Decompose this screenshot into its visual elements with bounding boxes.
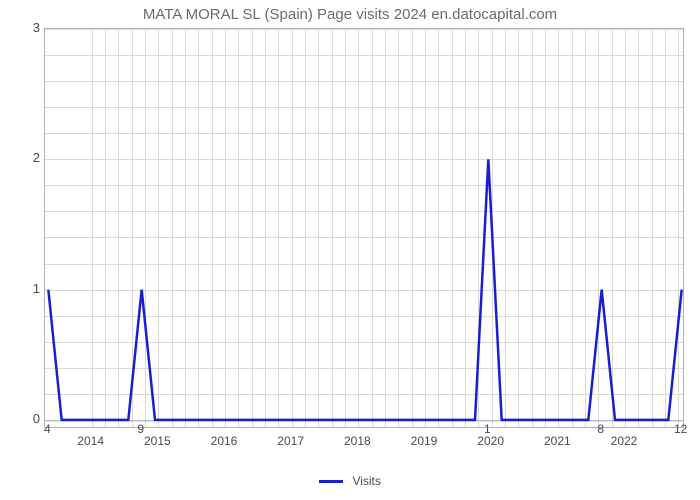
point-label: 1 bbox=[484, 422, 491, 436]
series-line bbox=[45, 29, 685, 429]
x-tick-label: 2022 bbox=[611, 434, 638, 448]
chart-title: MATA MORAL SL (Spain) Page visits 2024 e… bbox=[0, 6, 700, 23]
legend: Visits bbox=[0, 473, 700, 488]
y-tick-label: 3 bbox=[6, 20, 40, 35]
legend-label: Visits bbox=[352, 474, 380, 488]
x-tick-label: 2021 bbox=[544, 434, 571, 448]
x-tick-label: 2016 bbox=[211, 434, 238, 448]
x-tick-label: 2020 bbox=[477, 434, 504, 448]
x-tick-label: 2018 bbox=[344, 434, 371, 448]
x-tick-label: 2014 bbox=[77, 434, 104, 448]
y-tick-label: 2 bbox=[6, 150, 40, 165]
point-label: 8 bbox=[597, 422, 604, 436]
y-tick-label: 1 bbox=[6, 281, 40, 296]
plot-area bbox=[44, 28, 684, 428]
point-label: 12 bbox=[674, 422, 687, 436]
y-tick-label: 0 bbox=[6, 411, 40, 426]
chart-container: MATA MORAL SL (Spain) Page visits 2024 e… bbox=[0, 0, 700, 500]
point-label: 4 bbox=[44, 422, 51, 436]
x-tick-label: 2015 bbox=[144, 434, 171, 448]
x-tick-label: 2017 bbox=[277, 434, 304, 448]
point-label: 9 bbox=[137, 422, 144, 436]
legend-swatch bbox=[319, 480, 343, 483]
x-tick-label: 2019 bbox=[411, 434, 438, 448]
